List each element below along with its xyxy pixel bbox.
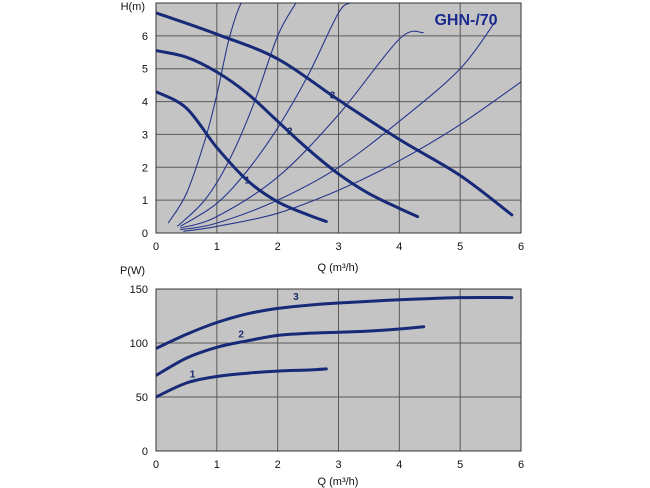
head-y-tick-label: 0 — [142, 228, 148, 240]
power-series-1-line — [156, 367, 328, 399]
power-x-tick-label: 0 — [153, 459, 159, 471]
head-series-3-label: 3 — [330, 90, 336, 101]
head-y-tick-label: 5 — [142, 64, 148, 76]
head-x-tick-label: 1 — [214, 241, 220, 253]
head-plot-frame — [155, 2, 522, 234]
power-series-3-label: 3 — [293, 292, 299, 303]
head-x-tick-label: 5 — [457, 241, 463, 253]
power-x-axis-label: Q (m³/h) — [318, 476, 359, 488]
head-series-labels: 1 2 3 — [244, 90, 335, 186]
head-x-axis-label: Q (m³/h) — [318, 262, 359, 274]
power-y-axis-label: P(W) — [120, 265, 145, 277]
system-curve — [180, 3, 352, 227]
power-series-2-label: 2 — [238, 330, 244, 341]
power-x-tick-label: 3 — [335, 459, 341, 471]
head-y-tick-label: 2 — [142, 162, 148, 174]
system-curve — [180, 19, 498, 231]
power-y-tick-label: 0 — [142, 446, 148, 458]
power-series-2-line — [156, 325, 426, 377]
head-x-tick-label: 0 — [153, 241, 159, 253]
power-y-tick-label: 150 — [130, 284, 148, 296]
power-series-lines — [156, 295, 514, 399]
head-x-tick-label: 6 — [518, 241, 524, 253]
power-y-tick-label: 50 — [136, 392, 148, 404]
head-series-2-line — [156, 49, 420, 219]
system-curve — [180, 30, 424, 229]
head-y-tick-label: 1 — [142, 195, 148, 207]
power-series-3-line — [156, 295, 514, 350]
system-curve — [167, 3, 248, 224]
head-system-curves — [167, 3, 521, 232]
head-series-lines — [156, 11, 514, 223]
head-y-tick-label: 3 — [142, 129, 148, 141]
power-series-labels: 1 2 3 — [190, 292, 299, 381]
head-x-tick-label: 4 — [396, 241, 402, 253]
head-y-axis-label: H(m) — [121, 1, 145, 13]
system-curve — [183, 81, 521, 232]
head-series-1-label: 1 — [244, 176, 250, 187]
power-x-tick-label: 6 — [518, 459, 524, 471]
chart-title: GHN-/70 — [434, 12, 497, 29]
head-y-tick-label: 6 — [142, 31, 148, 43]
power-series-1-label: 1 — [190, 370, 196, 381]
head-series-1-line — [156, 90, 328, 223]
power-plot-frame — [155, 288, 522, 452]
power-x-tick-label: 2 — [275, 459, 281, 471]
head-y-tick-label: 4 — [142, 97, 148, 109]
head-x-tick-label: 2 — [275, 241, 281, 253]
system-curve — [176, 3, 297, 227]
power-tick-labels: 0 1 2 3 4 5 6 0 50 100 150 — [130, 284, 524, 471]
power-y-tick-label: 100 — [130, 338, 148, 350]
head-tick-labels: 0 1 2 3 4 5 6 0 1 2 3 4 5 6 — [142, 31, 524, 253]
power-x-tick-label: 5 — [457, 459, 463, 471]
power-x-tick-label: 4 — [396, 459, 402, 471]
head-series-2-label: 2 — [287, 126, 293, 137]
power-x-tick-label: 1 — [214, 459, 220, 471]
head-x-tick-label: 3 — [335, 241, 341, 253]
head-series-3-line — [156, 11, 514, 217]
